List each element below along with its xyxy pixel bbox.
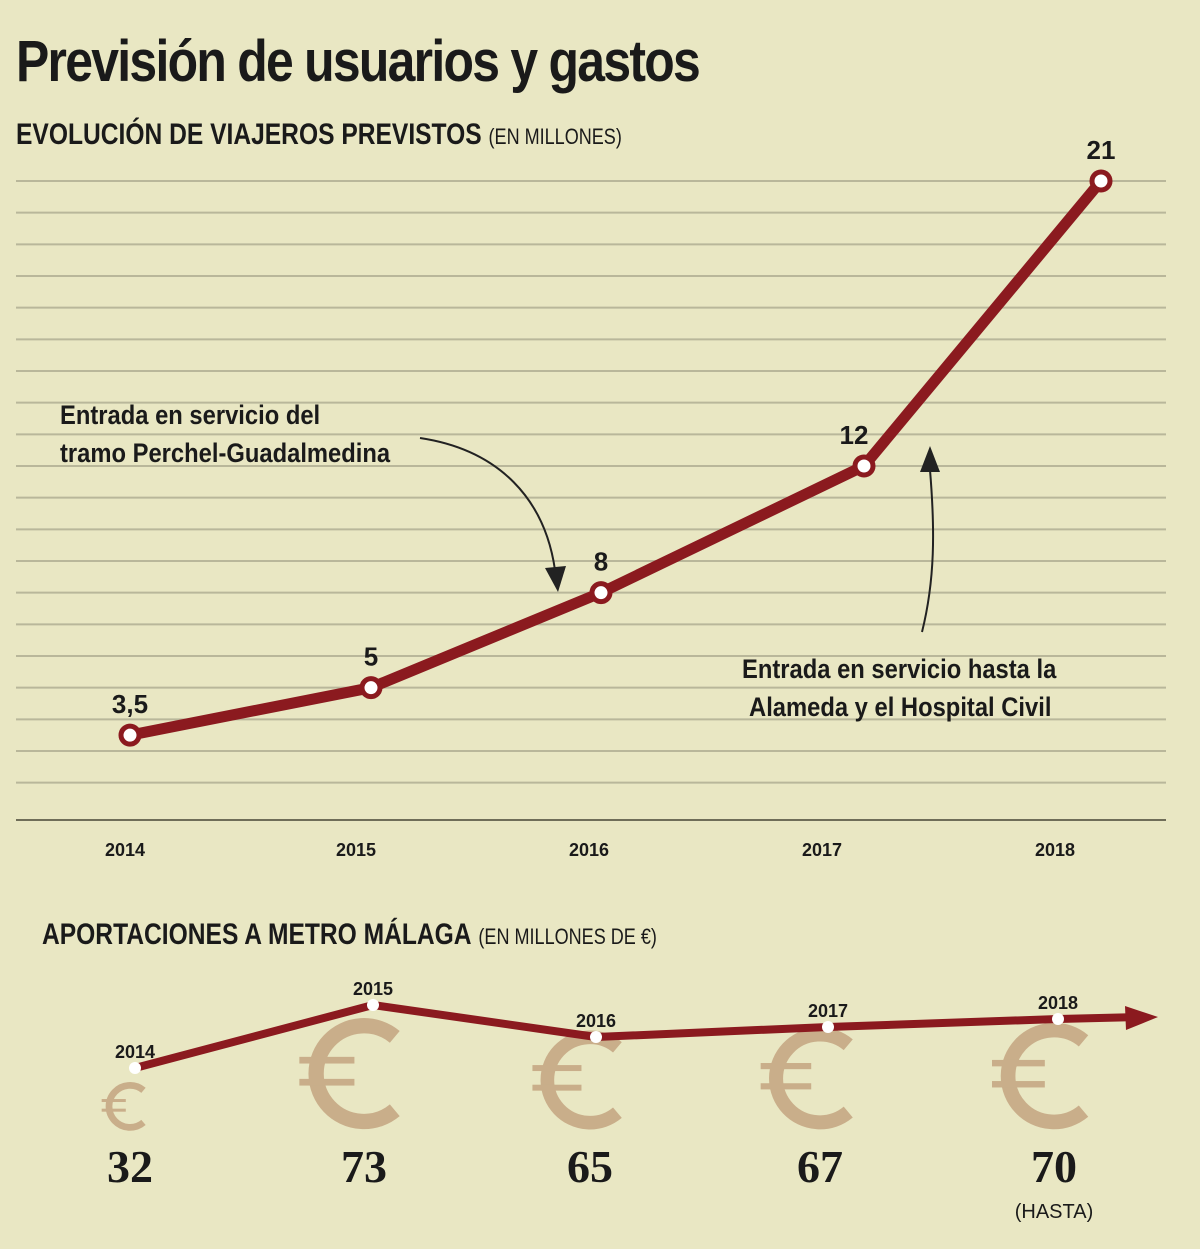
data-label: 32 — [107, 1141, 153, 1192]
euro-bar — [532, 1084, 582, 1091]
arrowhead-alameda — [920, 446, 940, 472]
data-label: 70 — [1031, 1141, 1077, 1192]
euro-icon — [760, 1027, 853, 1130]
annotation-perchel-line2: tramo Perchel-Guadalmedina — [60, 438, 391, 468]
annotation-alameda-line1: Entrada en servicio hasta la — [742, 654, 1057, 684]
data-label: 3,5 — [112, 689, 148, 719]
annotation-alameda: Entrada en servicio hasta la Alameda y e… — [742, 650, 1056, 726]
euro-arc — [105, 1082, 146, 1131]
euro-bar — [299, 1056, 355, 1064]
data-point — [129, 1062, 141, 1074]
x-tick-label: 2014 — [105, 840, 145, 860]
chart1-title: EVOLUCIÓN DE VIAJEROS PREVISTOS (EN MILL… — [16, 118, 622, 152]
x-tick-label: 2015 — [336, 840, 376, 860]
euro-icon — [532, 1030, 622, 1130]
data-point — [1052, 1013, 1064, 1025]
euro-arc — [1000, 1022, 1089, 1130]
data-point — [852, 454, 876, 478]
data-point — [589, 581, 613, 605]
arrowhead-trend — [1125, 1006, 1158, 1030]
page-title: Previsión de usuarios y gastos — [16, 29, 701, 94]
annotation-perchel: Entrada en servicio del tramo Perchel-Gu… — [60, 396, 390, 472]
chart1-unit: (EN MILLONES) — [488, 124, 622, 149]
euro-bar — [101, 1099, 126, 1103]
data-label: 67 — [797, 1141, 843, 1192]
arrowhead-perchel — [545, 566, 566, 592]
data-point — [822, 1021, 834, 1033]
euro-bar — [760, 1083, 812, 1090]
x-tick-label: 2018 — [1038, 993, 1078, 1013]
data-label: 21 — [1087, 135, 1116, 165]
data-label: 8 — [594, 547, 608, 577]
x-tick-label: 2016 — [569, 840, 609, 860]
euro-icon — [101, 1082, 146, 1131]
data-point — [1089, 169, 1113, 193]
euro-bar — [532, 1065, 582, 1072]
data-label: 5 — [364, 642, 378, 672]
chart2-title-text: APORTACIONES A METRO MÁLAGA — [42, 918, 472, 951]
chart1-title-text: EVOLUCIÓN DE VIAJEROS PREVISTOS — [16, 118, 482, 151]
annotation-arrow-alameda — [921, 469, 935, 633]
data-point — [118, 723, 142, 747]
euro-arc — [769, 1027, 853, 1130]
chart2-unit: (EN MILLONES DE €) — [478, 924, 657, 949]
series-line-aportaciones — [133, 1001, 1141, 1072]
annotation-alameda-line2: Alameda y el Hospital Civil — [749, 692, 1052, 722]
annotation-perchel-line1: Entrada en servicio del — [60, 400, 321, 430]
annotation-arrow-perchel — [419, 437, 556, 571]
euro-bar — [992, 1081, 1045, 1088]
euro-bar — [992, 1059, 1045, 1067]
data-point — [590, 1031, 602, 1043]
euro-arc — [540, 1030, 622, 1130]
x-tick-label: 2017 — [808, 1001, 848, 1021]
x-tick-label: 2014 — [115, 1042, 155, 1062]
euro-bar — [299, 1078, 355, 1086]
euro-icon — [299, 1018, 400, 1130]
chart2-title: APORTACIONES A METRO MÁLAGA (EN MILLONES… — [42, 918, 657, 952]
x-tick-label: 2016 — [576, 1011, 616, 1031]
data-point — [359, 676, 383, 700]
x-tick-label: 2017 — [802, 840, 842, 860]
x-tick-label: 2018 — [1035, 840, 1075, 860]
data-label: 65 — [567, 1141, 613, 1192]
euro-bar — [760, 1063, 812, 1070]
data-label: 12 — [840, 420, 869, 450]
euro-arc — [308, 1018, 400, 1130]
euro-bar — [101, 1108, 126, 1112]
value-note: (HASTA) — [1015, 1201, 1094, 1223]
euro-icon — [992, 1022, 1089, 1130]
x-tick-label: 2015 — [353, 979, 393, 999]
data-label: 73 — [341, 1141, 387, 1192]
data-point — [367, 999, 379, 1011]
